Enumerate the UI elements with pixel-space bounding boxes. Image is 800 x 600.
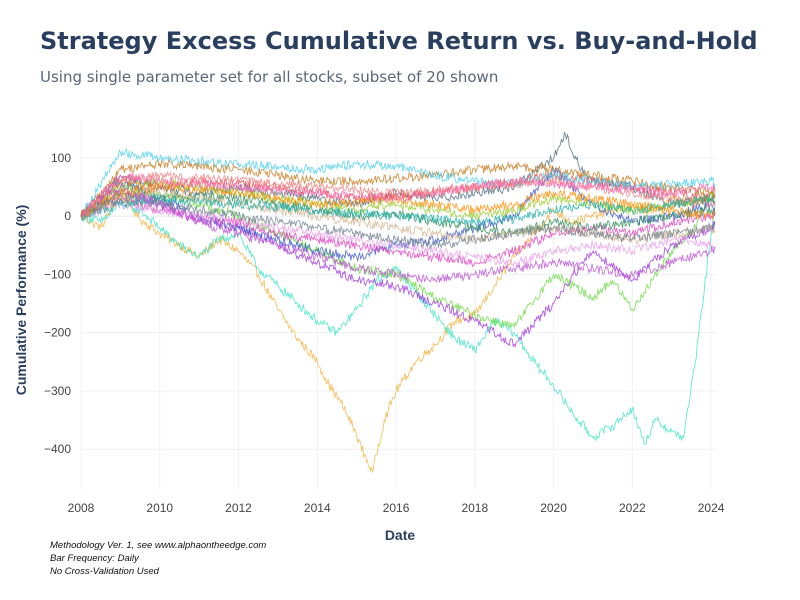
- x-axis-title: Date: [385, 527, 416, 543]
- series-line: [80, 200, 716, 268]
- y-tick-label: −300: [44, 384, 71, 398]
- x-axis-ticks: 2008 2010 2012 2014 2016 2018 2020 2022 2024: [68, 501, 725, 515]
- series-lines: [80, 131, 716, 473]
- x-tick-label: 2016: [383, 501, 410, 515]
- series-line: [80, 158, 716, 217]
- series-line: [80, 172, 716, 217]
- y-axis-ticks: 100 0 −100 −200 −300 −400: [44, 151, 71, 456]
- y-tick-label: −100: [44, 267, 71, 281]
- footnote-methodology: Methodology Ver. 1, see www.alphaontheed…: [50, 540, 267, 551]
- y-axis-title: Cumulative Performance (%): [13, 205, 29, 396]
- footnotes: Methodology Ver. 1, see www.alphaontheed…: [50, 539, 266, 578]
- y-tick-label: 0: [64, 209, 71, 223]
- footnote-validation: No Cross-Validation Used: [50, 566, 159, 577]
- series-line: [80, 166, 716, 262]
- x-tick-label: 2008: [68, 501, 95, 515]
- series-line: [80, 182, 716, 283]
- x-tick-label: 2010: [146, 501, 173, 515]
- y-tick-label: −400: [44, 442, 71, 456]
- series-line: [80, 200, 716, 445]
- x-tick-label: 2012: [225, 501, 252, 515]
- series-line: [80, 187, 716, 245]
- series-line: [80, 194, 716, 250]
- footnote-frequency: Bar Frequency: Daily: [50, 553, 139, 564]
- chart-subtitle: Using single parameter set for all stock…: [40, 68, 499, 86]
- x-tick-label: 2024: [698, 501, 725, 515]
- series-line: [80, 170, 716, 220]
- x-tick-label: 2022: [619, 501, 646, 515]
- y-tick-label: 100: [51, 151, 71, 165]
- chart-title: Strategy Excess Cumulative Return vs. Bu…: [40, 27, 758, 55]
- y-tick-label: −200: [44, 326, 71, 340]
- series-line: [80, 148, 716, 220]
- series-line: [80, 181, 716, 221]
- series-line: [80, 189, 716, 473]
- series-line: [80, 187, 716, 238]
- x-tick-label: 2014: [304, 501, 331, 515]
- x-tick-label: 2018: [461, 501, 488, 515]
- x-tick-label: 2020: [540, 501, 567, 515]
